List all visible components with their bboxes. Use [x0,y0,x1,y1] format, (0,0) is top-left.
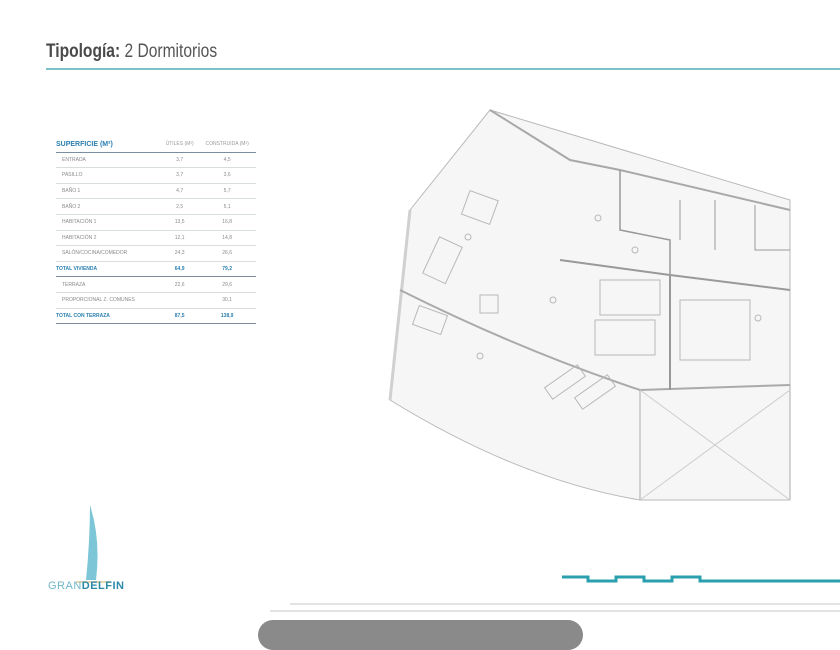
cell-name: SALÓN/COCINA/COMEDOR [56,245,161,262]
floor-plan [388,109,791,501]
cell-construida: 29,6 [198,276,256,293]
title-label: Tipología: [46,41,121,62]
table-row: TOTAL VIVIENDA 64,9 79,2 [56,261,256,278]
cell-construida: 14,8 [198,230,256,247]
bed [679,299,751,361]
cell-construida: 30,1 [198,292,256,309]
cell-name: TERRAZA [56,276,161,293]
disclaimer-text [290,603,840,605]
disclaimer-text [270,610,840,612]
cell-util: 24,3 [160,245,199,262]
table-header-row: SUPERFICIE (M²) ÚTILES (M²) CONSTRUIDA (… [56,137,256,153]
cell-util: 13,5 [160,214,199,231]
cell-name: PROPORCIONAL Z. COMUNES [56,292,161,309]
sofa [422,236,463,285]
cell-construida: 79,2 [198,261,256,278]
cell-util: 2,5 [160,198,199,215]
page-title: Tipología: 2 Dormitorios [46,41,217,63]
table-row: ENTRADA 3,7 4,5 [56,152,256,169]
armchair [479,294,499,314]
cell-util: 87,5 [160,308,199,325]
bed [599,279,661,316]
table-row: HABITACIÓN 1 13,5 16,8 [56,214,256,231]
gran-delfin-logo: GRANDELFIN [48,580,125,592]
title-divider [46,68,840,70]
header-construida: CONSTRUIDA (M²) [198,137,256,153]
cell-name: BAÑO 1 [56,183,161,200]
table-row: PROPORCIONAL Z. COMUNES 30,1 [56,292,256,309]
scale-bar [562,575,840,583]
cell-util: 3,7 [160,167,199,184]
room-marker [549,296,557,304]
dining-table [460,189,499,225]
cell-construida: 5,1 [198,198,256,215]
room-marker [631,246,639,254]
sun-lounger [573,374,617,410]
area-table: SUPERFICIE (M²) ÚTILES (M²) CONSTRUIDA (… [56,137,256,325]
bottom-overlay-bar [258,620,583,650]
cell-name: HABITACIÓN 2 [56,230,161,247]
table-row: SALÓN/COCINA/COMEDOR 24,3 26,6 [56,245,256,262]
cell-construida: 3,6 [198,167,256,184]
cell-util: 4,7 [160,183,199,200]
header-util: ÚTILES (M²) [160,137,199,153]
room-marker [476,352,484,360]
terrace-table [411,304,449,336]
cell-name: ENTRADA [56,152,161,169]
cell-construida: 5,7 [198,183,256,200]
header-surface: SUPERFICIE (M²) [56,137,161,153]
title-value: 2 Dormitorios [124,41,218,62]
cell-name: TOTAL VIVIENDA [56,261,161,278]
logo-text-1: GRAN [48,580,82,592]
table-row: BAÑO 2 2,5 5,1 [56,198,256,215]
cell-name: TOTAL CON TERRAZA [56,308,161,325]
table-row: TOTAL CON TERRAZA 87,5 138,9 [56,308,256,325]
cell-name: PASILLO [56,167,161,184]
cell-name: BAÑO 2 [56,198,161,215]
cell-construida: 4,5 [198,152,256,169]
room-marker [754,314,762,322]
sun-lounger [543,364,587,400]
cell-construida: 26,6 [198,245,256,262]
cell-util [160,292,199,309]
table-row: HABITACIÓN 2 12,1 14,8 [56,230,256,247]
room-marker [594,214,602,222]
logo-text-2: DELFIN [81,580,125,592]
room-marker [464,233,472,241]
cell-util: 64,9 [160,261,199,278]
cell-util: 12,1 [160,230,199,247]
cell-util: 22,6 [160,276,199,293]
table-row: PASILLO 3,7 3,6 [56,167,256,184]
table-row: TERRAZA 22,6 29,6 [56,276,256,293]
cell-name: HABITACIÓN 1 [56,214,161,231]
gran-delfin-logo-graphic [76,505,111,583]
cell-construida: 138,9 [198,308,256,325]
bed [594,319,656,356]
table-row: BAÑO 1 4,7 5,7 [56,183,256,200]
cell-util: 3,7 [160,152,199,169]
cell-construida: 16,8 [198,214,256,231]
